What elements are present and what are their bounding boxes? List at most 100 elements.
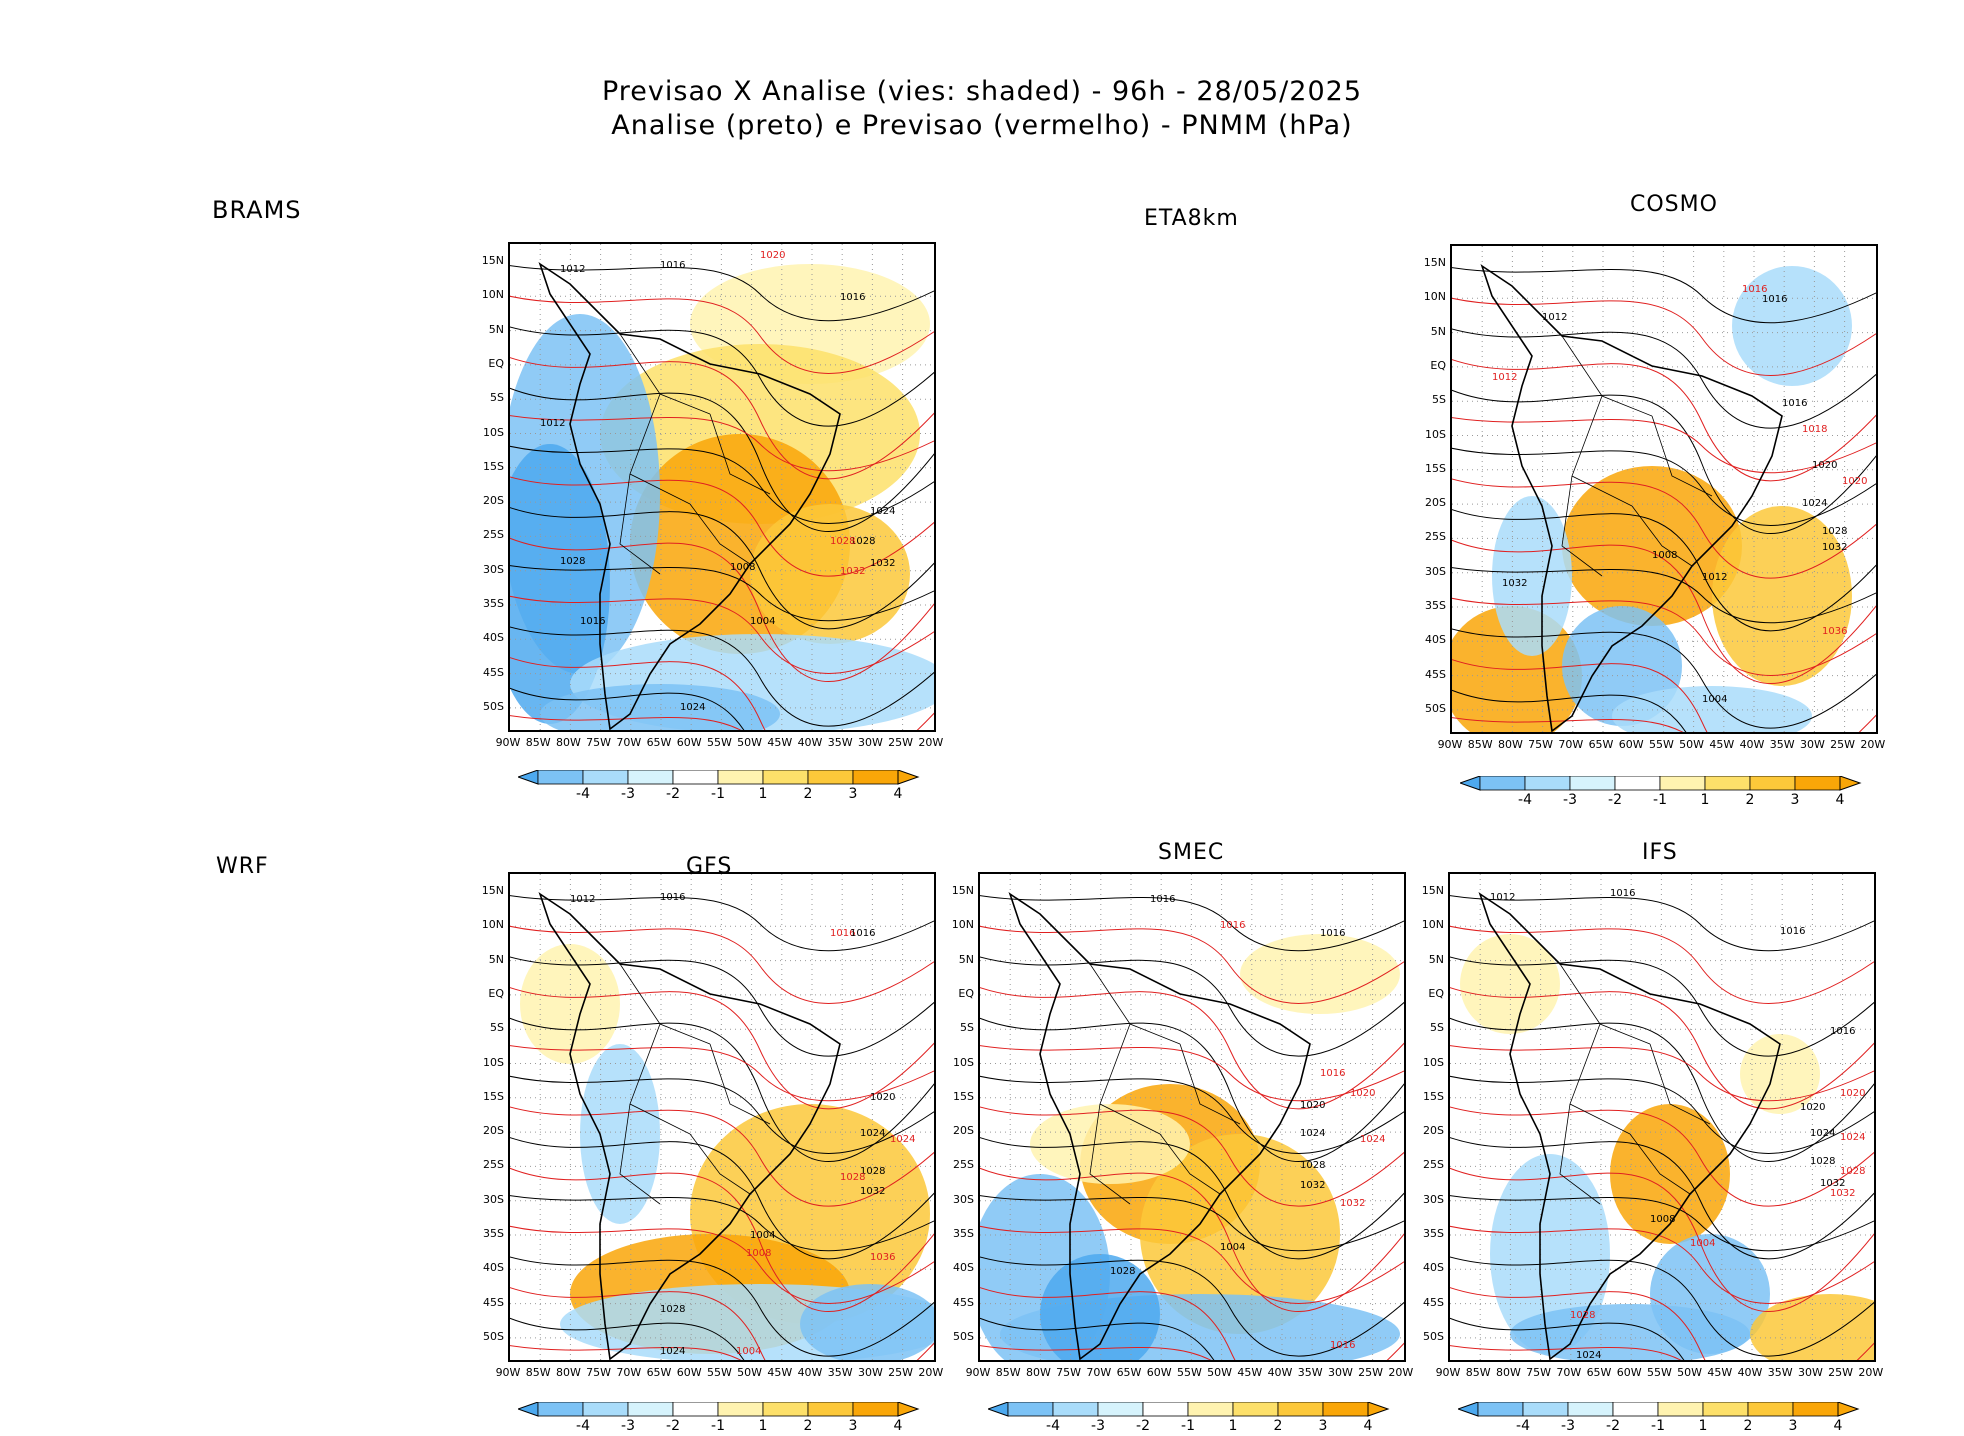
- colorbar-segment: [1522, 1402, 1569, 1417]
- analysis-isobar: [510, 1195, 934, 1252]
- forecast-isobar: [1452, 358, 1876, 482]
- lon-tick-label: 70W: [1558, 738, 1584, 751]
- lon-tick-label: 35W: [827, 736, 853, 749]
- lat-tick-label: 45S: [953, 1295, 974, 1309]
- lon-tick-label: 20W: [1858, 1366, 1884, 1379]
- colorbar-label: -1: [1651, 1418, 1665, 1434]
- isobar-label: 1016: [660, 892, 685, 903]
- colorbar-label: -2: [666, 1418, 680, 1434]
- country-border: [1629, 1133, 1691, 1195]
- isobar-label: 1016: [1742, 284, 1767, 295]
- lon-tick-label: 20W: [1860, 738, 1886, 751]
- map-smec: 1016 1016 1016 1016 1020 1020 1024 1024 1028 1032…: [980, 874, 1404, 1360]
- country-border: [1089, 1103, 1131, 1205]
- colorbar-gfs-graphic: [518, 1402, 920, 1417]
- forecast-isobar: [510, 476, 934, 577]
- colorbar-min-arrow: [518, 770, 539, 785]
- isobar-label: 1020: [1840, 1088, 1865, 1099]
- bias-shading-region: [1612, 686, 1812, 732]
- isobar-label: 1020: [760, 250, 785, 261]
- isobar-label: 1032: [1502, 578, 1527, 589]
- colorbar-label: 1: [1228, 1418, 1238, 1434]
- coastline: [1480, 264, 1783, 732]
- colorbar-max-arrow: [1839, 776, 1862, 791]
- analysis-isobar: [1450, 1195, 1874, 1252]
- isobar-label: 1028: [1570, 1310, 1595, 1321]
- colorbar-max-arrow: [1837, 1402, 1860, 1417]
- colorbar-segment: [1794, 776, 1841, 791]
- isobar-label: 1004: [736, 1346, 761, 1357]
- label-eta: ETA8km: [1144, 206, 1239, 231]
- lon-tick-label: 35W: [1769, 738, 1795, 751]
- coastline: [1478, 892, 1781, 1360]
- lon-tick-label: 90W: [1435, 1366, 1461, 1379]
- colorbar-label: -3: [1563, 792, 1577, 808]
- colorbar-segment: [852, 770, 899, 785]
- analysis-isobar: [1452, 389, 1876, 534]
- lon-tick-label: 30W: [1799, 738, 1825, 751]
- lon-tick-label: 45W: [767, 1366, 793, 1379]
- coastline: [538, 262, 841, 730]
- lon-tick-label: 30W: [1327, 1366, 1353, 1379]
- isobar-label: 1018: [1802, 424, 1827, 435]
- lon-tick-label: 40W: [1739, 738, 1765, 751]
- bias-shading-region: [1240, 934, 1400, 1014]
- colorbar-segment: [537, 770, 584, 785]
- isobar-label: 1028: [830, 536, 855, 547]
- lon-tick-label: 40W: [1737, 1366, 1763, 1379]
- colorbar-segment: [762, 1402, 809, 1417]
- lat-tick-label: 20S: [953, 1124, 974, 1138]
- analysis-isobar: [1452, 447, 1876, 526]
- colorbar-label: 3: [848, 1418, 858, 1434]
- lon-tick-label: 70W: [616, 1366, 642, 1379]
- colorbar-brams-graphic: [518, 770, 920, 785]
- forecast-isobar: [1450, 1106, 1874, 1207]
- colorbar-segment: [1007, 1402, 1054, 1417]
- colorbar-segment: [582, 770, 629, 785]
- lon-tick-label: 20W: [918, 1366, 944, 1379]
- colorbar-segment: [717, 1402, 764, 1417]
- lon-tick-label: 80W: [1025, 1366, 1051, 1379]
- isobar-label: 1016: [660, 260, 685, 271]
- colorbar-label: 2: [803, 1418, 813, 1434]
- colorbar-label: 3: [1788, 1418, 1798, 1434]
- colorbar-label: -2: [1608, 792, 1622, 808]
- colorbar-label: 1: [758, 786, 768, 802]
- isobar-label: 1016: [840, 292, 865, 303]
- isobar-label: 1024: [1840, 1132, 1865, 1143]
- map-panel-brams: 1012 1016 1020 1016 1012 1016 1024 1028 1032 1008…: [508, 242, 936, 732]
- isobar-label: 1028: [1110, 1266, 1135, 1277]
- label-ifs: IFS: [1642, 840, 1678, 865]
- lon-tick-label: 60W: [1146, 1366, 1172, 1379]
- isobar-label: 1012: [540, 418, 565, 429]
- lon-tick-label: 80W: [1495, 1366, 1521, 1379]
- analysis-isobar: [1450, 1317, 1685, 1360]
- bias-shading-region: [1740, 1034, 1820, 1114]
- bias-shading-region: [1562, 466, 1742, 626]
- colorbar-segment: [1704, 776, 1751, 791]
- bias-shading-region: [1510, 1304, 1750, 1360]
- label-brams: BRAMS: [212, 196, 302, 224]
- lat-tick-label: 5S: [1432, 393, 1446, 407]
- analysis-isobar: [1452, 508, 1876, 632]
- lat-tick-label: 50S: [953, 1329, 974, 1343]
- lon-tick-label: 20W: [1388, 1366, 1414, 1379]
- colorbar-segment: [1322, 1402, 1369, 1417]
- isobar-label: 1012: [560, 264, 585, 275]
- forecast-isobar: [510, 295, 934, 374]
- forecast-isobar: [510, 1167, 934, 1312]
- lat-tick-label: 50S: [483, 699, 504, 713]
- analysis-isobar: [980, 1256, 1404, 1357]
- colorbar-label: -4: [1518, 792, 1532, 808]
- analysis-isobar: [510, 956, 934, 1057]
- forecast-isobar: [510, 925, 934, 1004]
- isobar-label: 1020: [870, 1092, 895, 1103]
- country-border: [619, 473, 661, 575]
- country-border: [709, 1043, 771, 1125]
- analysis-isobar: [1450, 895, 1874, 952]
- analysis-isobar: [510, 565, 934, 622]
- lon-tick-label: 60W: [1616, 1366, 1642, 1379]
- lat-tick-label: 5N: [1428, 952, 1444, 966]
- lat-tick-label: 30S: [483, 1192, 504, 1206]
- lat-tick-label: 20S: [483, 494, 504, 508]
